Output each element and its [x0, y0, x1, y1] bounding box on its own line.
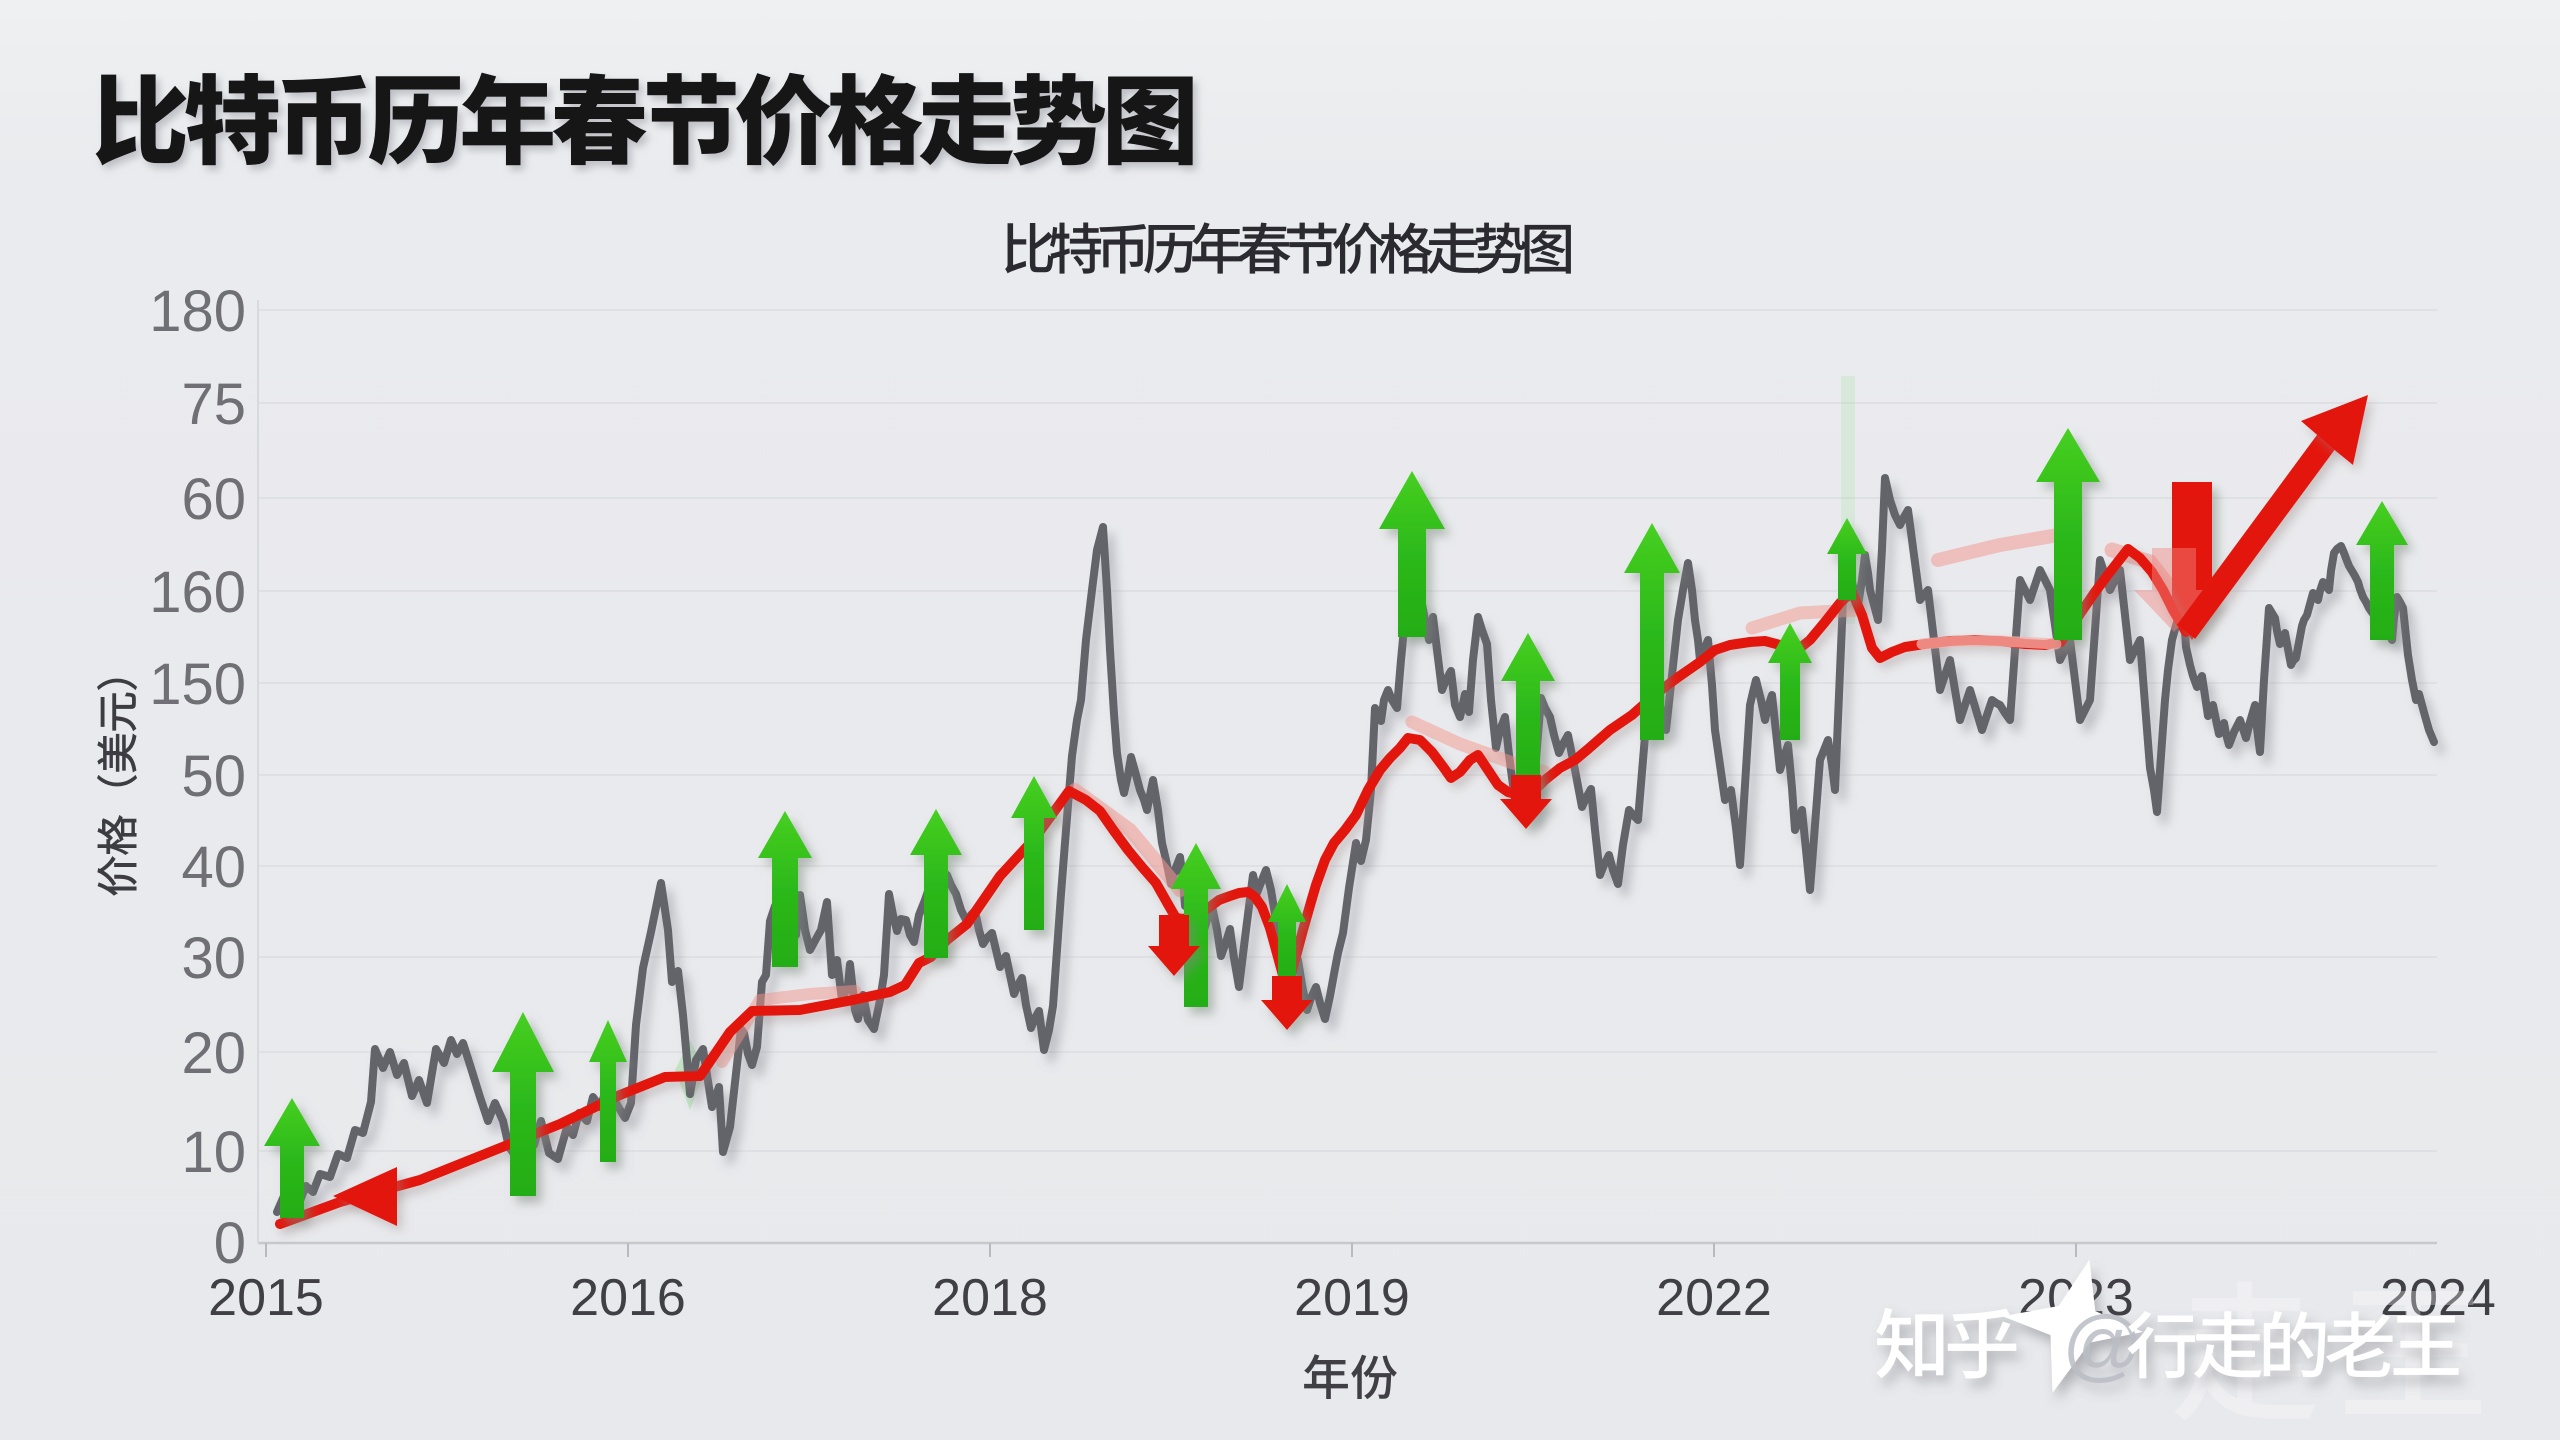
svg-text:180: 180: [149, 279, 246, 344]
svg-text:10: 10: [181, 1120, 246, 1185]
svg-text:60: 60: [181, 467, 246, 532]
svg-text:@: @: [2062, 1300, 2143, 1389]
svg-text:50: 50: [181, 744, 246, 809]
svg-text:160: 160: [149, 560, 246, 625]
svg-text:0: 0: [214, 1211, 246, 1276]
svg-text:2016: 2016: [570, 1269, 686, 1327]
svg-text:75: 75: [181, 372, 246, 437]
svg-text:40: 40: [181, 835, 246, 900]
svg-text:20: 20: [181, 1021, 246, 1086]
svg-text:30: 30: [181, 926, 246, 991]
svg-text:150: 150: [149, 652, 246, 717]
svg-text:2015: 2015: [208, 1269, 324, 1327]
svg-text:2019: 2019: [1294, 1269, 1410, 1327]
svg-text:2018: 2018: [932, 1269, 1048, 1327]
svg-text:2022: 2022: [1656, 1269, 1772, 1327]
